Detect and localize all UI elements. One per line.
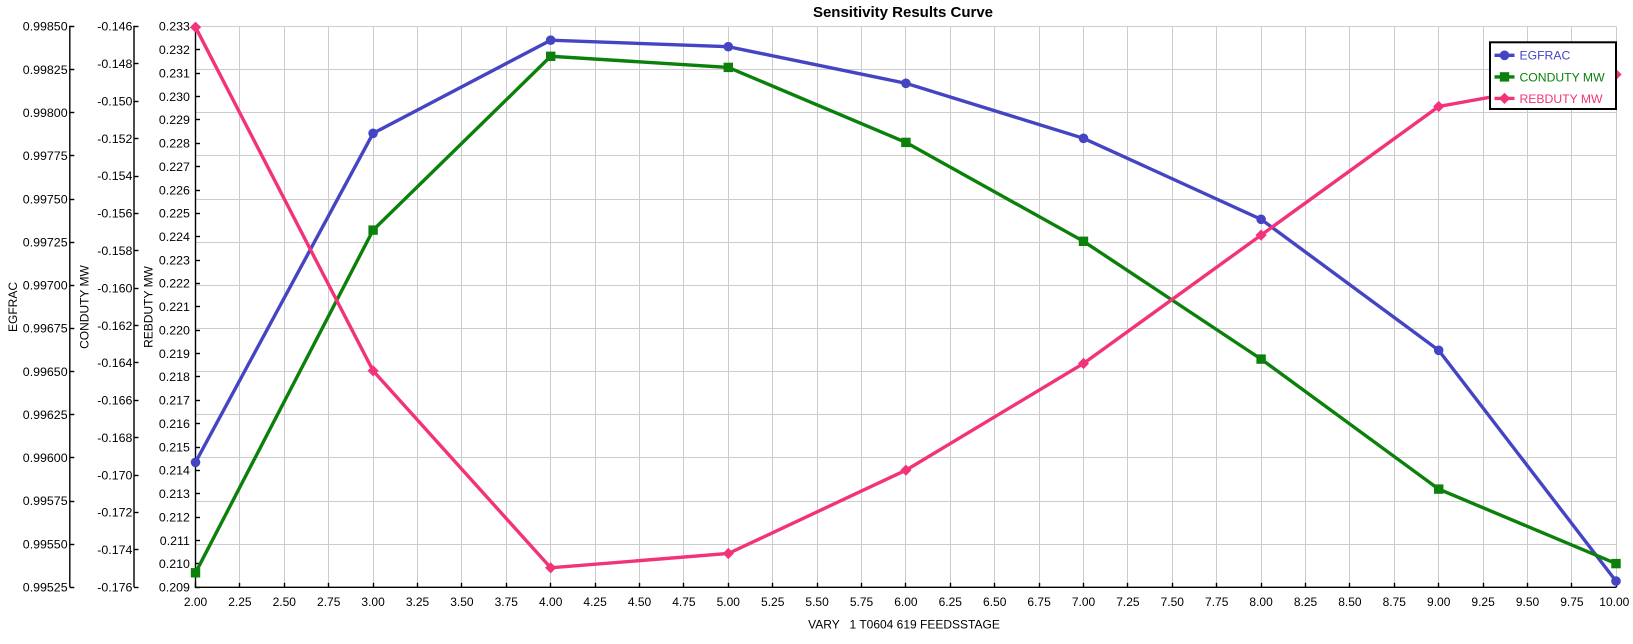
- svg-text:0.99625: 0.99625: [23, 408, 68, 422]
- svg-text:-0.174: -0.174: [97, 543, 132, 557]
- svg-text:0.231: 0.231: [159, 66, 190, 80]
- svg-text:-0.160: -0.160: [97, 281, 132, 295]
- svg-text:7.75: 7.75: [1205, 595, 1229, 609]
- svg-text:0.220: 0.220: [159, 324, 190, 338]
- svg-text:-0.168: -0.168: [97, 431, 132, 445]
- svg-text:0.99525: 0.99525: [23, 581, 68, 595]
- svg-text:0.229: 0.229: [159, 113, 190, 127]
- svg-text:EGFRAC: EGFRAC: [6, 282, 20, 332]
- svg-text:0.232: 0.232: [159, 43, 190, 57]
- svg-text:0.218: 0.218: [159, 370, 190, 384]
- svg-text:-0.172: -0.172: [97, 506, 132, 520]
- svg-text:8.00: 8.00: [1249, 595, 1273, 609]
- svg-text:REBDUTY MW: REBDUTY MW: [141, 265, 155, 347]
- svg-text:0.99800: 0.99800: [23, 106, 68, 120]
- svg-text:3.00: 3.00: [361, 595, 385, 609]
- svg-text:-0.154: -0.154: [97, 169, 132, 183]
- svg-text:8.75: 8.75: [1383, 595, 1407, 609]
- svg-text:CONDUTY MW: CONDUTY MW: [1520, 70, 1606, 84]
- svg-text:0.99850: 0.99850: [23, 20, 68, 34]
- svg-text:0.212: 0.212: [159, 510, 190, 524]
- svg-text:0.99575: 0.99575: [23, 494, 68, 508]
- svg-text:9.00: 9.00: [1427, 595, 1451, 609]
- svg-text:-0.152: -0.152: [97, 132, 132, 146]
- svg-text:0.223: 0.223: [159, 253, 190, 267]
- svg-text:7.00: 7.00: [1072, 595, 1096, 609]
- svg-text:6.25: 6.25: [939, 595, 963, 609]
- svg-text:-0.156: -0.156: [97, 207, 132, 221]
- svg-text:4.25: 4.25: [583, 595, 607, 609]
- svg-text:-0.146: -0.146: [97, 20, 132, 34]
- svg-text:-0.176: -0.176: [97, 581, 132, 595]
- svg-text:EGFRAC: EGFRAC: [1520, 49, 1571, 63]
- svg-text:0.99725: 0.99725: [23, 235, 68, 249]
- svg-text:6.00: 6.00: [894, 595, 918, 609]
- svg-text:0.99750: 0.99750: [23, 192, 68, 206]
- svg-text:8.25: 8.25: [1294, 595, 1318, 609]
- svg-text:10.00: 10.00: [1599, 595, 1629, 609]
- svg-text:-0.158: -0.158: [97, 244, 132, 258]
- svg-text:-0.162: -0.162: [97, 319, 132, 333]
- svg-text:0.222: 0.222: [159, 277, 190, 291]
- svg-text:8.50: 8.50: [1338, 595, 1362, 609]
- svg-text:3.50: 3.50: [450, 595, 474, 609]
- svg-text:2.75: 2.75: [317, 595, 341, 609]
- svg-text:0.99825: 0.99825: [23, 63, 68, 77]
- svg-text:-0.148: -0.148: [97, 57, 132, 71]
- svg-text:Sensitivity Results Curve: Sensitivity Results Curve: [813, 4, 993, 21]
- svg-text:0.233: 0.233: [159, 20, 190, 34]
- svg-text:0.210: 0.210: [159, 557, 190, 571]
- svg-text:0.226: 0.226: [159, 183, 190, 197]
- svg-text:0.227: 0.227: [159, 160, 190, 174]
- svg-text:9.75: 9.75: [1560, 595, 1584, 609]
- svg-text:9.50: 9.50: [1516, 595, 1540, 609]
- svg-text:0.213: 0.213: [159, 487, 190, 501]
- svg-text:5.75: 5.75: [850, 595, 874, 609]
- svg-text:3.75: 3.75: [495, 595, 519, 609]
- svg-text:0.99700: 0.99700: [23, 279, 68, 293]
- svg-text:0.219: 0.219: [159, 347, 190, 361]
- svg-text:4.75: 4.75: [672, 595, 696, 609]
- svg-text:0.217: 0.217: [159, 394, 190, 408]
- svg-text:0.209: 0.209: [159, 581, 190, 595]
- svg-text:-0.150: -0.150: [97, 95, 132, 109]
- svg-text:0.211: 0.211: [160, 534, 190, 548]
- svg-text:2.25: 2.25: [228, 595, 252, 609]
- svg-text:0.99600: 0.99600: [23, 451, 68, 465]
- svg-text:4.00: 4.00: [539, 595, 563, 609]
- svg-text:4.50: 4.50: [628, 595, 652, 609]
- svg-text:2.50: 2.50: [273, 595, 297, 609]
- svg-text:6.50: 6.50: [983, 595, 1007, 609]
- svg-text:0.224: 0.224: [159, 230, 190, 244]
- svg-text:2.00: 2.00: [184, 595, 208, 609]
- svg-text:7.25: 7.25: [1116, 595, 1140, 609]
- svg-text:0.99775: 0.99775: [23, 149, 68, 163]
- svg-text:VARY 1 T0604 619 FEEDSSTAGE: VARY 1 T0604 619 FEEDSSTAGE: [808, 618, 1000, 632]
- svg-text:0.99675: 0.99675: [23, 322, 68, 336]
- svg-text:0.228: 0.228: [159, 137, 190, 151]
- svg-text:0.230: 0.230: [159, 90, 190, 104]
- svg-text:0.99650: 0.99650: [23, 365, 68, 379]
- svg-text:5.50: 5.50: [805, 595, 829, 609]
- svg-text:0.99550: 0.99550: [23, 537, 68, 551]
- svg-text:CONDUTY MW: CONDUTY MW: [78, 264, 92, 348]
- svg-text:5.00: 5.00: [717, 595, 741, 609]
- svg-text:0.215: 0.215: [159, 440, 190, 454]
- svg-text:-0.164: -0.164: [97, 356, 132, 370]
- svg-text:3.25: 3.25: [406, 595, 430, 609]
- svg-text:0.216: 0.216: [159, 417, 190, 431]
- svg-text:0.221: 0.221: [159, 300, 190, 314]
- svg-text:6.75: 6.75: [1027, 595, 1051, 609]
- svg-text:0.214: 0.214: [159, 464, 190, 478]
- svg-text:REBDUTY MW: REBDUTY MW: [1520, 92, 1604, 106]
- svg-text:5.25: 5.25: [761, 595, 785, 609]
- svg-text:0.225: 0.225: [159, 207, 190, 221]
- svg-text:9.25: 9.25: [1471, 595, 1495, 609]
- svg-text:7.50: 7.50: [1161, 595, 1185, 609]
- svg-text:-0.166: -0.166: [97, 394, 132, 408]
- svg-text:-0.170: -0.170: [97, 468, 132, 482]
